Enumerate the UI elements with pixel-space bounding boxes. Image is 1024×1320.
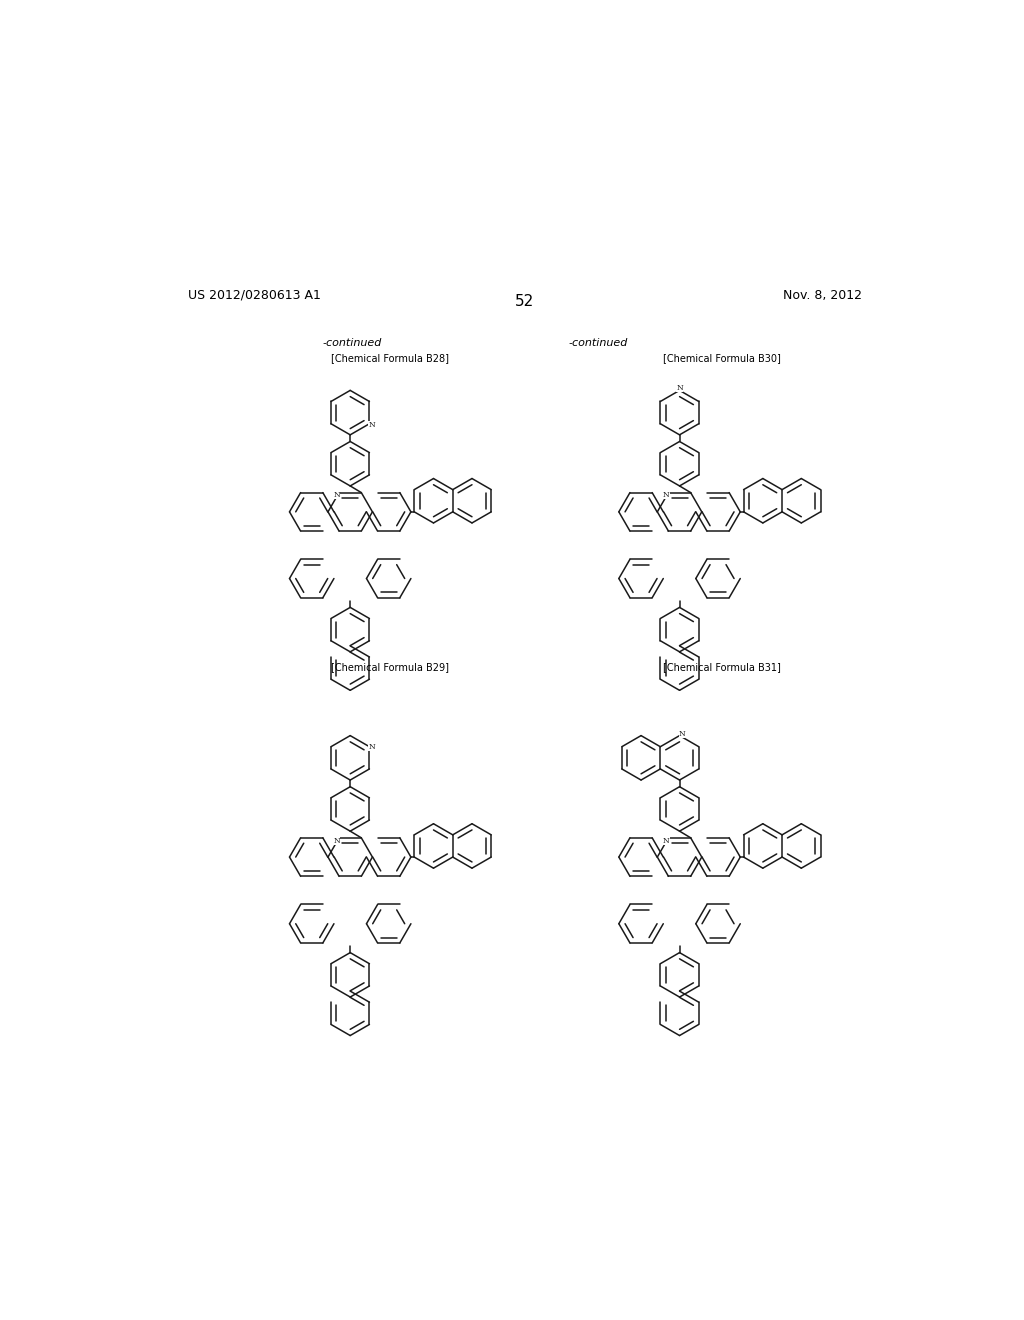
Text: 52: 52 xyxy=(515,294,535,309)
Text: -continued: -continued xyxy=(568,338,628,347)
Text: N: N xyxy=(676,384,683,392)
Text: N: N xyxy=(663,491,670,499)
Text: N: N xyxy=(663,837,670,845)
Text: N: N xyxy=(679,730,685,738)
Text: US 2012/0280613 A1: US 2012/0280613 A1 xyxy=(187,289,321,302)
Text: -continued: -continued xyxy=(323,338,382,347)
Text: N: N xyxy=(334,491,340,499)
Text: [Chemical Formula B28]: [Chemical Formula B28] xyxy=(331,352,449,363)
Text: [Chemical Formula B30]: [Chemical Formula B30] xyxy=(663,352,780,363)
Text: [Chemical Formula B29]: [Chemical Formula B29] xyxy=(331,661,449,672)
Text: N: N xyxy=(334,837,340,845)
Text: N: N xyxy=(369,421,375,429)
Text: [Chemical Formula B31]: [Chemical Formula B31] xyxy=(663,661,780,672)
Text: Nov. 8, 2012: Nov. 8, 2012 xyxy=(783,289,862,302)
Text: N: N xyxy=(369,743,375,751)
